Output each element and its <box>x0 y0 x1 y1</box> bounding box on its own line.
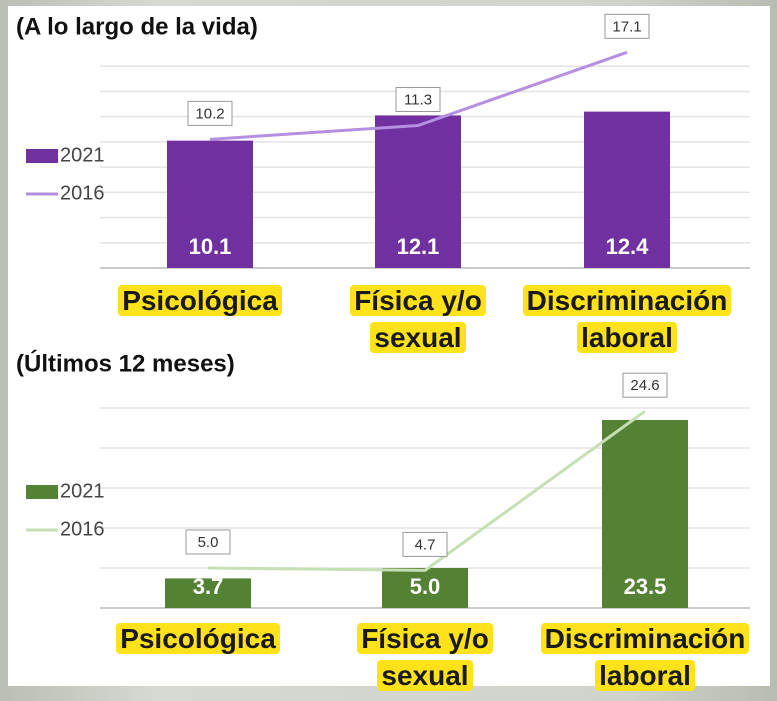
line-value-label: 4.7 <box>415 536 436 553</box>
category-label: Psicológica <box>93 620 303 657</box>
bar-value-label: 10.1 <box>189 234 232 259</box>
category-label: Discriminación laboral <box>525 620 765 694</box>
line-value-label: 17.1 <box>612 18 641 35</box>
bar <box>382 568 468 608</box>
legend-label: 2016 <box>60 518 105 540</box>
line-value-label: 10.2 <box>195 105 224 122</box>
line <box>207 409 646 572</box>
category-text: Psicológica <box>116 623 280 654</box>
line-value-label: 11.3 <box>404 91 432 108</box>
bar <box>375 115 461 269</box>
legend-label: 2021 <box>60 480 105 502</box>
category-label: Física y/o sexual <box>350 620 500 694</box>
legend-label: 2016 <box>60 182 105 204</box>
chart-title: (A lo largo de la vida) <box>16 13 258 40</box>
category-text: Psicológica <box>118 285 282 316</box>
category-text: Discriminación laboral <box>522 285 732 353</box>
category-text: Física y/o sexual <box>357 623 493 691</box>
bar-value-label: 3.7 <box>193 574 224 599</box>
bar-value-label: 23.5 <box>624 574 667 599</box>
category-label: Discriminación laboral <box>507 282 747 356</box>
legend-label: 2021 <box>60 144 105 166</box>
line-label-box <box>622 372 668 398</box>
category-label: Psicológica <box>95 282 305 319</box>
line-label-box <box>402 531 448 557</box>
legend-swatch <box>26 149 58 163</box>
line-label-box <box>604 13 650 39</box>
line-label-box <box>185 529 231 555</box>
bar-value-label: 5.0 <box>410 574 441 599</box>
line-label-box <box>187 100 233 126</box>
bar <box>167 140 253 268</box>
bar <box>165 578 251 608</box>
bar <box>602 420 688 608</box>
chart-title: (Últimos 12 meses) <box>16 349 235 377</box>
legend-swatch <box>26 485 58 499</box>
bar-value-label: 12.4 <box>606 234 650 259</box>
line-value-label: 5.0 <box>198 534 219 551</box>
line <box>209 50 628 141</box>
bar <box>584 111 670 268</box>
line-label-box <box>395 86 441 112</box>
category-text: Discriminación laboral <box>540 623 750 691</box>
line-value-label: 24.6 <box>630 377 659 394</box>
category-text: Física y/o sexual <box>350 285 486 353</box>
category-label: Física y/o sexual <box>343 282 493 356</box>
bar-value-label: 12.1 <box>397 234 440 259</box>
